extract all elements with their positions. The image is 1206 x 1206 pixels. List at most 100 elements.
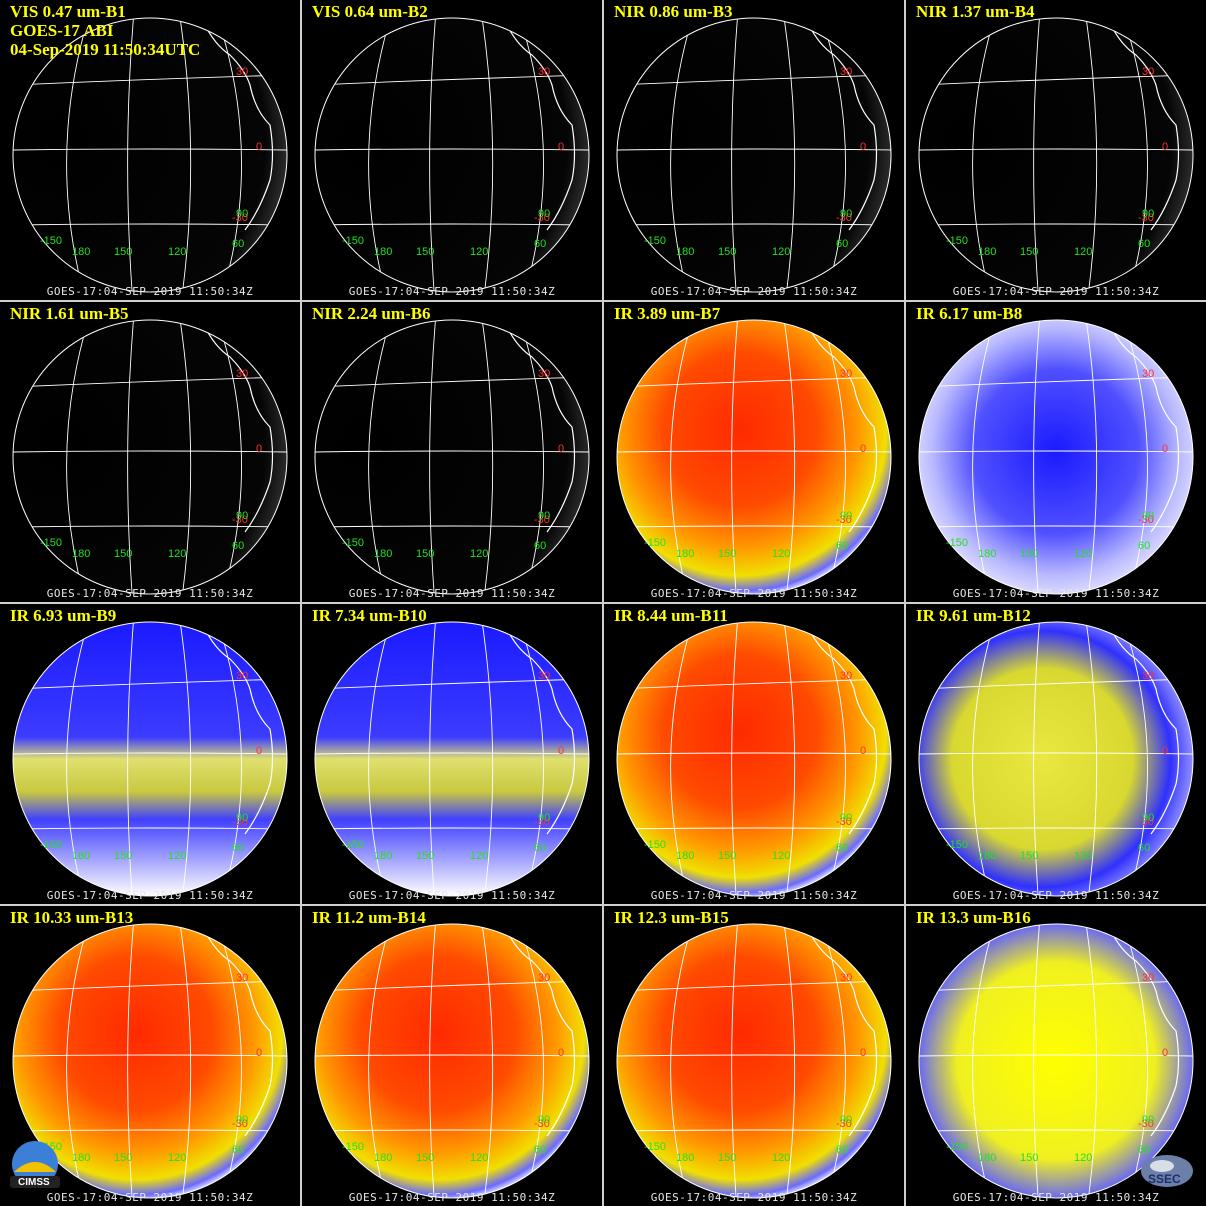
latitude-label: 30 xyxy=(1142,972,1155,984)
band-panel: IR 9.61 um-B12 30 0 -30 -150 180 150 120 60 90 GOE… xyxy=(906,604,1206,904)
longitude-label: -150 xyxy=(40,235,63,247)
latitude-line xyxy=(617,827,891,830)
longitude-label: 120 xyxy=(772,548,791,560)
timestamp-footer: GOES-17:04-SEP-2019 11:50:34Z xyxy=(348,889,556,902)
latitude-label: 0 xyxy=(860,141,867,153)
longitude-label: 150 xyxy=(114,1152,133,1164)
longitude-line xyxy=(1033,18,1040,292)
longitude-line xyxy=(368,18,391,292)
band-title: IR 6.17 um-B8 xyxy=(916,304,1023,323)
latitude-label: 30 xyxy=(538,670,551,682)
earth-disk xyxy=(13,320,287,594)
latitude-line xyxy=(919,752,1193,755)
longitude-label: -150 xyxy=(342,537,365,549)
longitude-line xyxy=(670,320,693,594)
latitude-label: 0 xyxy=(860,1047,867,1059)
coastline xyxy=(1110,628,1180,835)
earth-disk-image xyxy=(616,621,892,897)
latitude-line xyxy=(919,1054,1193,1057)
longitude-label: 150 xyxy=(1020,1152,1039,1164)
ssec-logo-text: SSEC xyxy=(1148,1172,1181,1186)
longitude-label: 60 xyxy=(534,540,547,552)
latitude-line xyxy=(617,678,891,690)
earth-disk xyxy=(315,924,589,1198)
longitude-label: -150 xyxy=(644,537,667,549)
coastline xyxy=(808,628,878,835)
ssec-logo: SSEC xyxy=(1140,1154,1194,1193)
band-title: NIR 1.61 um-B5 xyxy=(10,304,129,323)
latitude-label: 30 xyxy=(538,66,551,78)
timestamp-footer: GOES-17:04-SEP-2019 11:50:34Z xyxy=(952,285,1160,298)
longitude-line xyxy=(127,18,134,292)
band-title: IR 11.2 um-B14 xyxy=(312,908,426,927)
coastline xyxy=(808,930,878,1137)
latitude-line xyxy=(919,980,1193,992)
latitude-line xyxy=(13,678,287,690)
earth-disk-image xyxy=(918,621,1194,897)
latitude-label: 30 xyxy=(840,368,853,380)
longitude-line xyxy=(1033,320,1040,594)
band-panel: NIR 2.24 um-B6 30 0 -30 -150 180 150 120 60 90 GOE… xyxy=(302,302,602,602)
longitude-line xyxy=(731,924,738,1198)
latitude-line xyxy=(617,223,891,226)
longitude-line xyxy=(972,622,995,896)
earth-disk xyxy=(919,924,1193,1198)
longitude-label: 180 xyxy=(374,850,393,862)
longitude-label: 120 xyxy=(470,850,489,862)
longitude-label: 120 xyxy=(772,850,791,862)
longitude-label: 150 xyxy=(416,1152,435,1164)
longitude-label: 120 xyxy=(772,1152,791,1164)
band-panel: IR 11.2 um-B14 30 0 -30 -150 180 150 120 60 90 GOE… xyxy=(302,906,602,1206)
latitude-label: -30 xyxy=(1138,816,1154,828)
latitude-line xyxy=(315,450,589,453)
earth-disk xyxy=(919,18,1193,292)
latitude-line xyxy=(617,525,891,528)
longitude-line xyxy=(481,320,494,594)
earth-disk xyxy=(617,18,891,292)
latitude-line xyxy=(617,1054,891,1057)
band-panel: IR 8.44 um-B11 30 0 -30 -150 180 150 120 60 90 GOE… xyxy=(604,604,904,904)
longitude-label: 150 xyxy=(718,850,737,862)
earth-disk xyxy=(919,622,1193,896)
coastline xyxy=(506,326,576,533)
timestamp-footer: GOES-17:04-SEP-2019 11:50:34Z xyxy=(650,587,858,600)
latitude-label: -30 xyxy=(836,1118,852,1130)
longitude-label: 180 xyxy=(374,1152,393,1164)
earth-disk-image xyxy=(314,621,590,897)
latitude-line xyxy=(13,223,287,226)
latitude-line xyxy=(13,148,287,151)
longitude-label: 150 xyxy=(1020,246,1039,258)
latitude-label: 0 xyxy=(558,1047,565,1059)
latitude-line xyxy=(13,752,287,755)
earth-disk-image xyxy=(314,17,590,293)
longitude-line xyxy=(783,320,796,594)
longitude-label: 120 xyxy=(1074,548,1093,560)
longitude-label: 120 xyxy=(168,1152,187,1164)
longitude-label: 180 xyxy=(978,850,997,862)
band-title: IR 13.3 um-B16 xyxy=(916,908,1031,927)
latitude-line xyxy=(919,827,1193,830)
longitude-label: 150 xyxy=(718,246,737,258)
coastline xyxy=(506,930,576,1137)
longitude-label: 150 xyxy=(416,850,435,862)
longitude-label: 180 xyxy=(72,548,91,560)
longitude-line xyxy=(972,320,995,594)
longitude-label: 180 xyxy=(72,246,91,258)
latitude-line xyxy=(919,148,1193,151)
longitude-label: 150 xyxy=(114,850,133,862)
longitude-label: 90 xyxy=(840,812,853,824)
satellite-label: GOES-17 ABI xyxy=(10,21,114,40)
earth-disk-image xyxy=(918,17,1194,293)
longitude-label: 60 xyxy=(232,842,245,854)
latitude-label: 0 xyxy=(256,745,263,757)
longitude-label: 60 xyxy=(836,842,849,854)
earth-disk xyxy=(617,924,891,1198)
latitude-label: -30 xyxy=(232,212,248,224)
latitude-line xyxy=(13,525,287,528)
latitude-label: 0 xyxy=(558,141,565,153)
longitude-label: 90 xyxy=(1142,208,1155,220)
longitude-label: 60 xyxy=(232,540,245,552)
longitude-label: 90 xyxy=(1142,812,1155,824)
band-panel: NIR 1.37 um-B4 30 0 -30 -150 180 150 120 60 90 GOE… xyxy=(906,0,1206,300)
timestamp-footer: GOES-17:04-SEP-2019 11:50:34Z xyxy=(650,889,858,902)
